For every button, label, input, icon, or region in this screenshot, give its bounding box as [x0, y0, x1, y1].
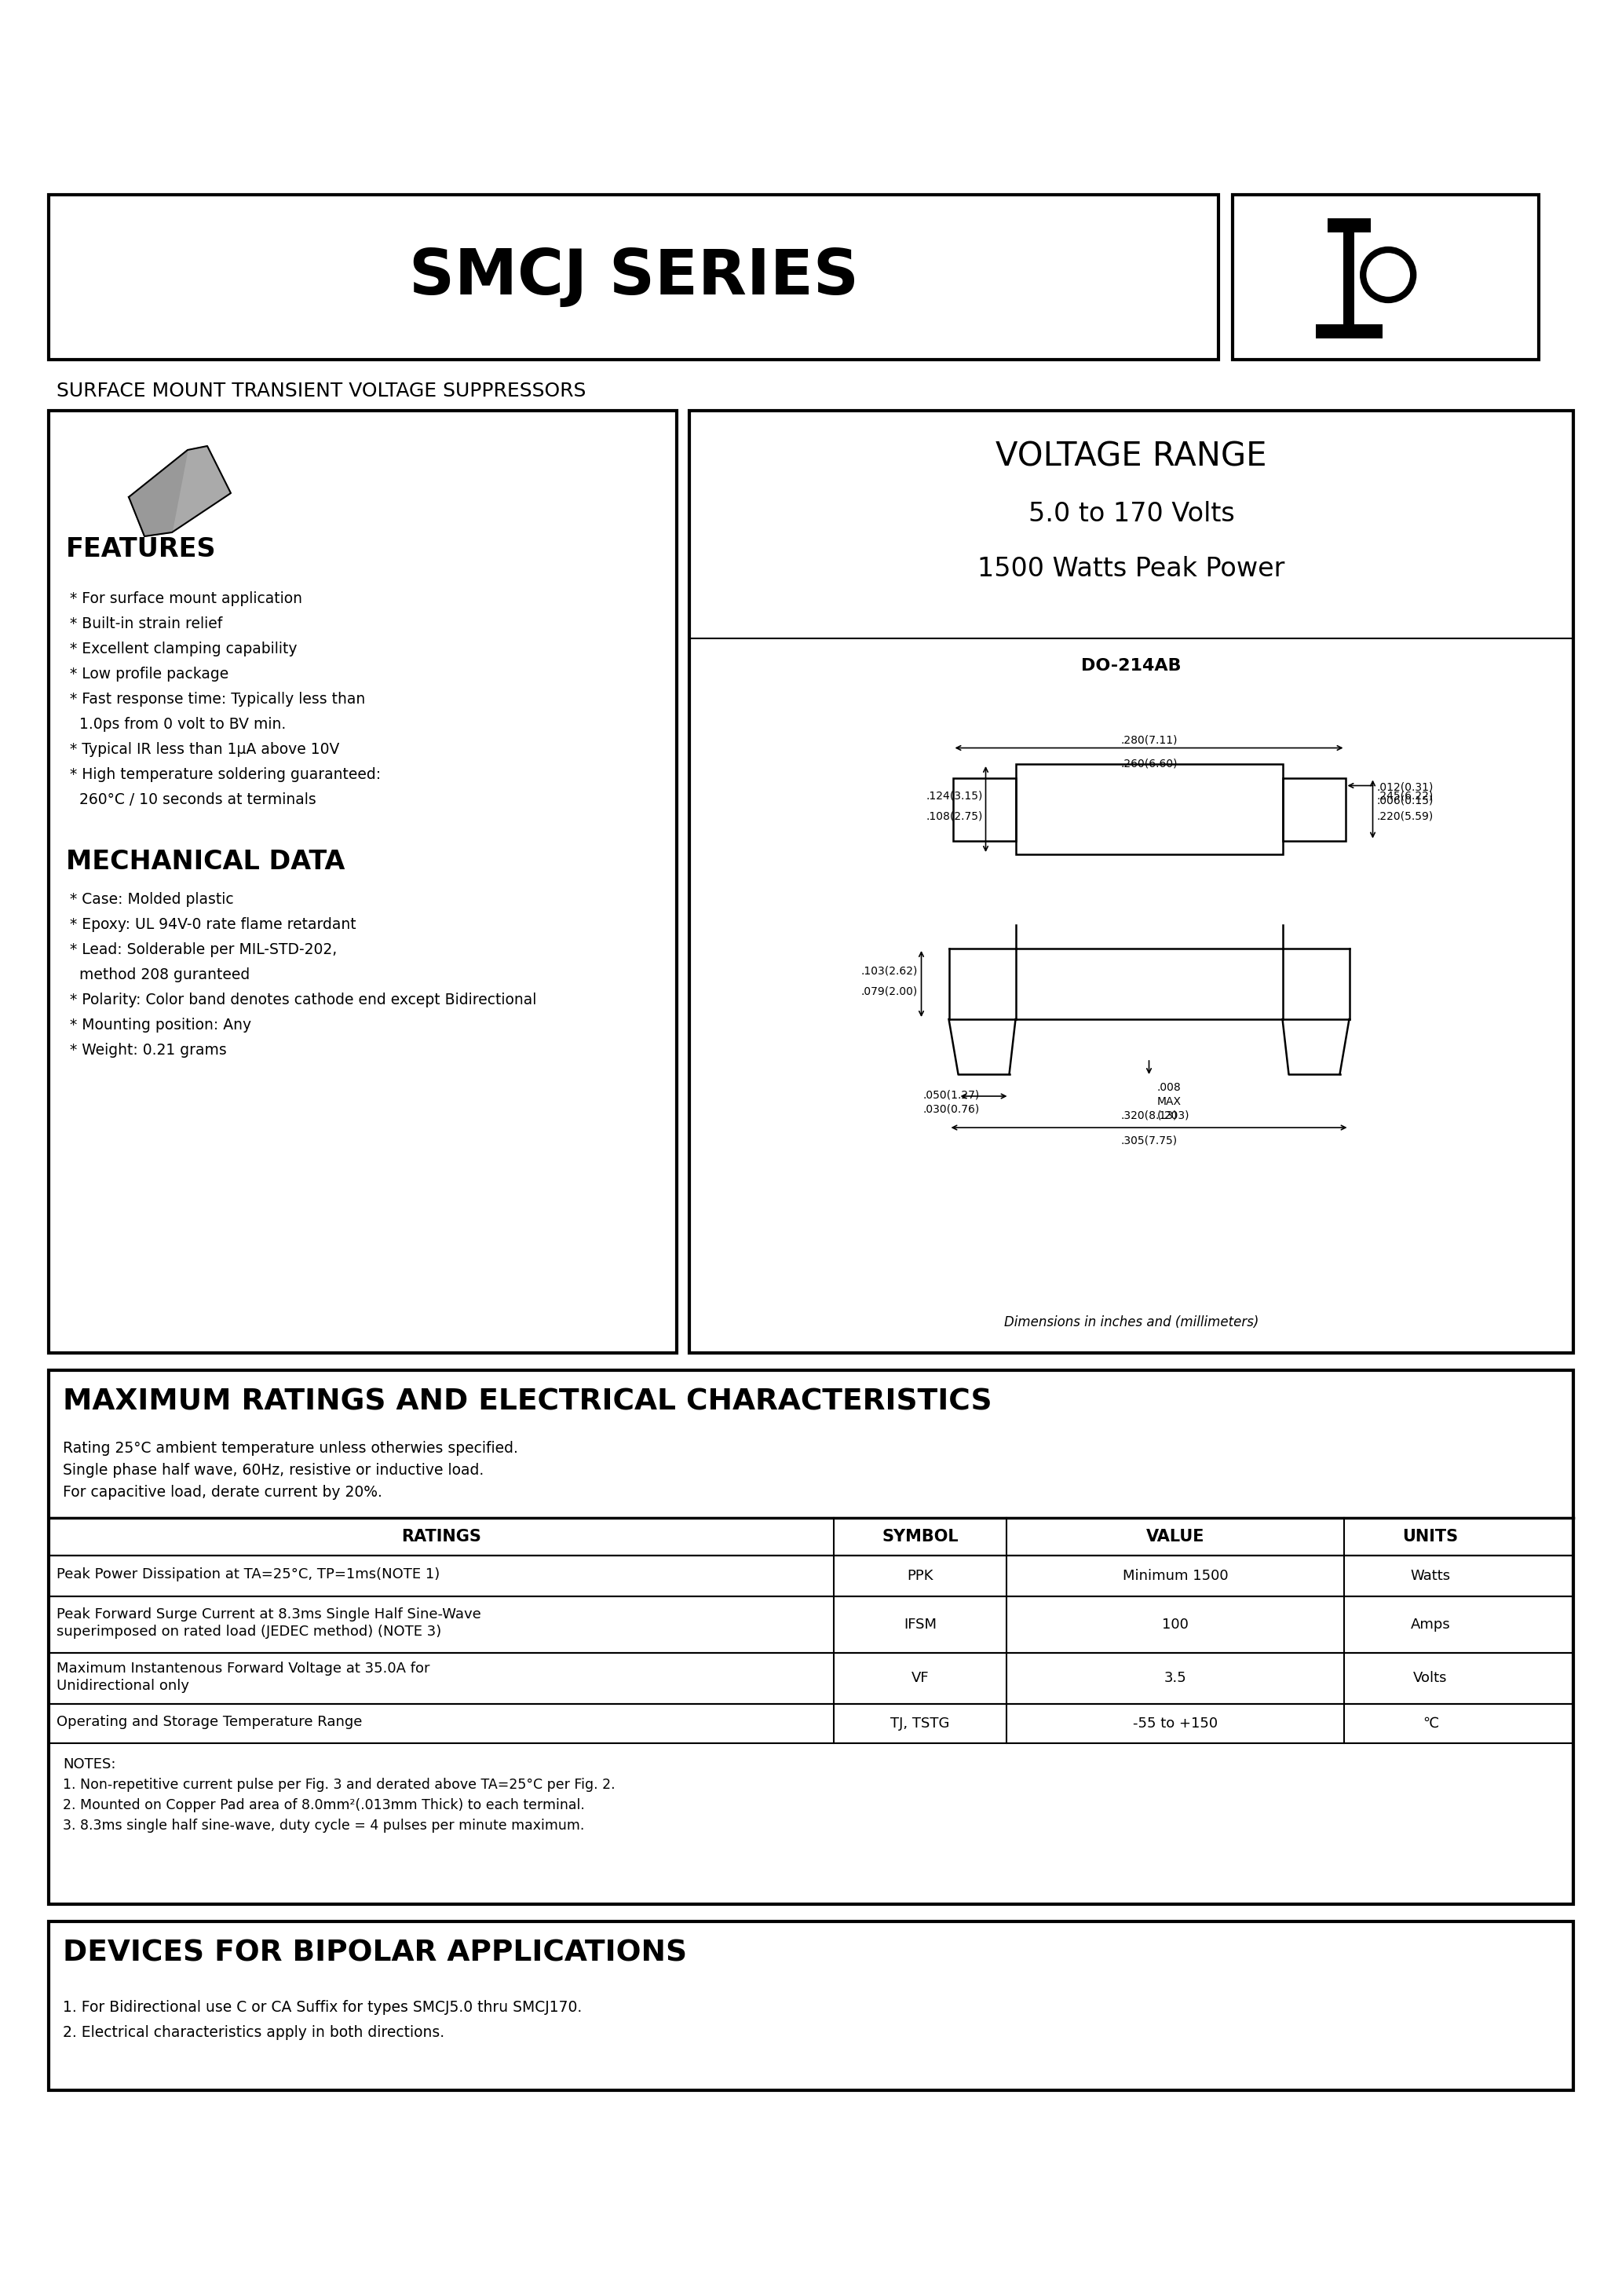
Text: * Case: Molded plastic: * Case: Molded plastic — [70, 893, 234, 907]
Text: .006(0.15): .006(0.15) — [1377, 794, 1434, 806]
Text: Amps: Amps — [1411, 1619, 1450, 1632]
Text: 2. Mounted on Copper Pad area of 8.0mm²(.013mm Thick) to each terminal.: 2. Mounted on Copper Pad area of 8.0mm²(… — [63, 1798, 586, 1812]
Bar — [1327, 218, 1371, 232]
Text: MECHANICAL DATA: MECHANICAL DATA — [67, 850, 345, 875]
Text: * Weight: 0.21 grams: * Weight: 0.21 grams — [70, 1042, 227, 1058]
Text: * Built-in strain relief: * Built-in strain relief — [70, 615, 222, 631]
Text: 1. Non-repetitive current pulse per Fig. 3 and derated above TA=25°C per Fig. 2.: 1. Non-repetitive current pulse per Fig.… — [63, 1777, 615, 1791]
Bar — [1315, 324, 1382, 338]
Text: VF: VF — [912, 1671, 929, 1685]
Bar — [1015, 765, 1283, 854]
Text: Dimensions in inches and (millimeters): Dimensions in inches and (millimeters) — [1004, 1316, 1259, 1329]
Text: * Fast response time: Typically less than: * Fast response time: Typically less tha… — [70, 691, 365, 707]
Text: .305(7.75): .305(7.75) — [1121, 1137, 1178, 1146]
Text: DEVICES FOR BIPOLAR APPLICATIONS: DEVICES FOR BIPOLAR APPLICATIONS — [63, 1938, 688, 1968]
Bar — [1283, 778, 1345, 840]
Text: RATINGS: RATINGS — [401, 1529, 482, 1545]
Text: * Low profile package: * Low profile package — [70, 666, 229, 682]
Text: * Mounting position: Any: * Mounting position: Any — [70, 1017, 251, 1033]
Text: .108(2.75): .108(2.75) — [926, 810, 983, 822]
Text: SYMBOL: SYMBOL — [882, 1529, 959, 1545]
Text: * For surface mount application: * For surface mount application — [70, 592, 302, 606]
Bar — [49, 1518, 1573, 1554]
Text: .012(0.31): .012(0.31) — [1377, 781, 1434, 792]
Text: * Epoxy: UL 94V-0 rate flame retardant: * Epoxy: UL 94V-0 rate flame retardant — [70, 916, 357, 932]
Text: MAXIMUM RATINGS AND ELECTRICAL CHARACTERISTICS: MAXIMUM RATINGS AND ELECTRICAL CHARACTER… — [63, 1387, 993, 1417]
Text: VOLTAGE RANGE: VOLTAGE RANGE — [996, 441, 1267, 473]
Text: Single phase half wave, 60Hz, resistive or inductive load.: Single phase half wave, 60Hz, resistive … — [63, 1463, 483, 1479]
Text: Operating and Storage Temperature Range: Operating and Storage Temperature Range — [57, 1715, 362, 1729]
Bar — [49, 195, 1218, 360]
Text: .079(2.00): .079(2.00) — [861, 985, 918, 996]
Text: 3.5: 3.5 — [1165, 1671, 1187, 1685]
Text: .124(3.15): .124(3.15) — [926, 790, 983, 801]
Text: .320(8.13): .320(8.13) — [1121, 1111, 1178, 1120]
Text: 5.0 to 170 Volts: 5.0 to 170 Volts — [1028, 501, 1234, 526]
Text: Maximum Instantenous Forward Voltage at 35.0A for: Maximum Instantenous Forward Voltage at … — [57, 1660, 430, 1676]
Text: Watts: Watts — [1411, 1568, 1450, 1582]
Text: MAX: MAX — [1156, 1095, 1181, 1107]
Bar — [1233, 195, 1539, 360]
Text: ℃: ℃ — [1422, 1717, 1439, 1731]
Text: * High temperature soldering guaranteed:: * High temperature soldering guaranteed: — [70, 767, 381, 783]
Text: * Typical IR less than 1μA above 10V: * Typical IR less than 1μA above 10V — [70, 742, 339, 758]
Text: Peak Power Dissipation at TA=25°C, TP=1ms(NOTE 1): Peak Power Dissipation at TA=25°C, TP=1m… — [57, 1568, 440, 1582]
Text: Rating 25°C ambient temperature unless otherwies specified.: Rating 25°C ambient temperature unless o… — [63, 1442, 517, 1456]
Text: .030(0.76): .030(0.76) — [923, 1104, 980, 1116]
Text: Minimum 1500: Minimum 1500 — [1122, 1568, 1228, 1582]
Text: For capacitive load, derate current by 20%.: For capacitive load, derate current by 2… — [63, 1486, 383, 1499]
Text: 1.0ps from 0 volt to BV min.: 1.0ps from 0 volt to BV min. — [70, 716, 285, 732]
Text: 1500 Watts Peak Power: 1500 Watts Peak Power — [978, 556, 1285, 581]
Text: Volts: Volts — [1413, 1671, 1447, 1685]
Text: .245(6.22): .245(6.22) — [1377, 790, 1434, 801]
Bar — [49, 1653, 1573, 1704]
Text: 3. 8.3ms single half sine-wave, duty cycle = 4 pulses per minute maximum.: 3. 8.3ms single half sine-wave, duty cyc… — [63, 1818, 584, 1832]
Text: .103(2.62): .103(2.62) — [861, 964, 918, 976]
Text: Peak Forward Surge Current at 8.3ms Single Half Sine-Wave: Peak Forward Surge Current at 8.3ms Sing… — [57, 1607, 482, 1621]
Bar — [952, 778, 1015, 840]
Bar — [49, 1922, 1573, 2089]
Bar — [689, 411, 1573, 638]
Text: DO-214AB: DO-214AB — [1082, 659, 1181, 673]
Text: 1. For Bidirectional use C or CA Suffix for types SMCJ5.0 thru SMCJ170.: 1. For Bidirectional use C or CA Suffix … — [63, 2000, 582, 2016]
Bar — [49, 411, 676, 1352]
Text: PPK: PPK — [907, 1568, 933, 1582]
Text: superimposed on rated load (JEDEC method) (NOTE 3): superimposed on rated load (JEDEC method… — [57, 1626, 441, 1639]
Bar — [49, 1704, 1573, 1743]
Polygon shape — [128, 445, 230, 537]
Bar — [49, 1554, 1573, 1596]
Bar — [689, 411, 1573, 1352]
Text: .260(6.60): .260(6.60) — [1121, 758, 1178, 769]
Text: 2. Electrical characteristics apply in both directions.: 2. Electrical characteristics apply in b… — [63, 2025, 444, 2041]
Text: NOTES:: NOTES: — [63, 1756, 115, 1773]
Text: IFSM: IFSM — [903, 1619, 936, 1632]
Text: 100: 100 — [1161, 1619, 1189, 1632]
Polygon shape — [128, 450, 188, 537]
Text: (.203): (.203) — [1156, 1111, 1189, 1120]
Text: TJ, TSTG: TJ, TSTG — [890, 1717, 950, 1731]
Text: * Polarity: Color band denotes cathode end except Bidirectional: * Polarity: Color band denotes cathode e… — [70, 992, 537, 1008]
Text: -55 to +150: -55 to +150 — [1132, 1717, 1218, 1731]
Text: * Excellent clamping capability: * Excellent clamping capability — [70, 641, 297, 657]
Text: Unidirectional only: Unidirectional only — [57, 1678, 190, 1692]
Text: method 208 guranteed: method 208 guranteed — [70, 967, 250, 983]
Text: .050(1.27): .050(1.27) — [923, 1091, 980, 1100]
Text: FEATURES: FEATURES — [67, 537, 216, 563]
Bar — [49, 1371, 1573, 1903]
Text: * Lead: Solderable per MIL-STD-202,: * Lead: Solderable per MIL-STD-202, — [70, 941, 337, 957]
Text: .008: .008 — [1156, 1081, 1181, 1093]
Text: SMCJ SERIES: SMCJ SERIES — [409, 246, 858, 308]
Bar — [1343, 296, 1354, 338]
Text: VALUE: VALUE — [1147, 1529, 1205, 1545]
Text: .280(7.11): .280(7.11) — [1121, 735, 1178, 746]
Bar — [49, 1596, 1573, 1653]
Text: .220(5.59): .220(5.59) — [1377, 810, 1434, 822]
Bar — [1343, 232, 1354, 296]
Text: UNITS: UNITS — [1403, 1529, 1458, 1545]
Text: SURFACE MOUNT TRANSIENT VOLTAGE SUPPRESSORS: SURFACE MOUNT TRANSIENT VOLTAGE SUPPRESS… — [57, 381, 586, 400]
Text: 260°C / 10 seconds at terminals: 260°C / 10 seconds at terminals — [70, 792, 316, 808]
